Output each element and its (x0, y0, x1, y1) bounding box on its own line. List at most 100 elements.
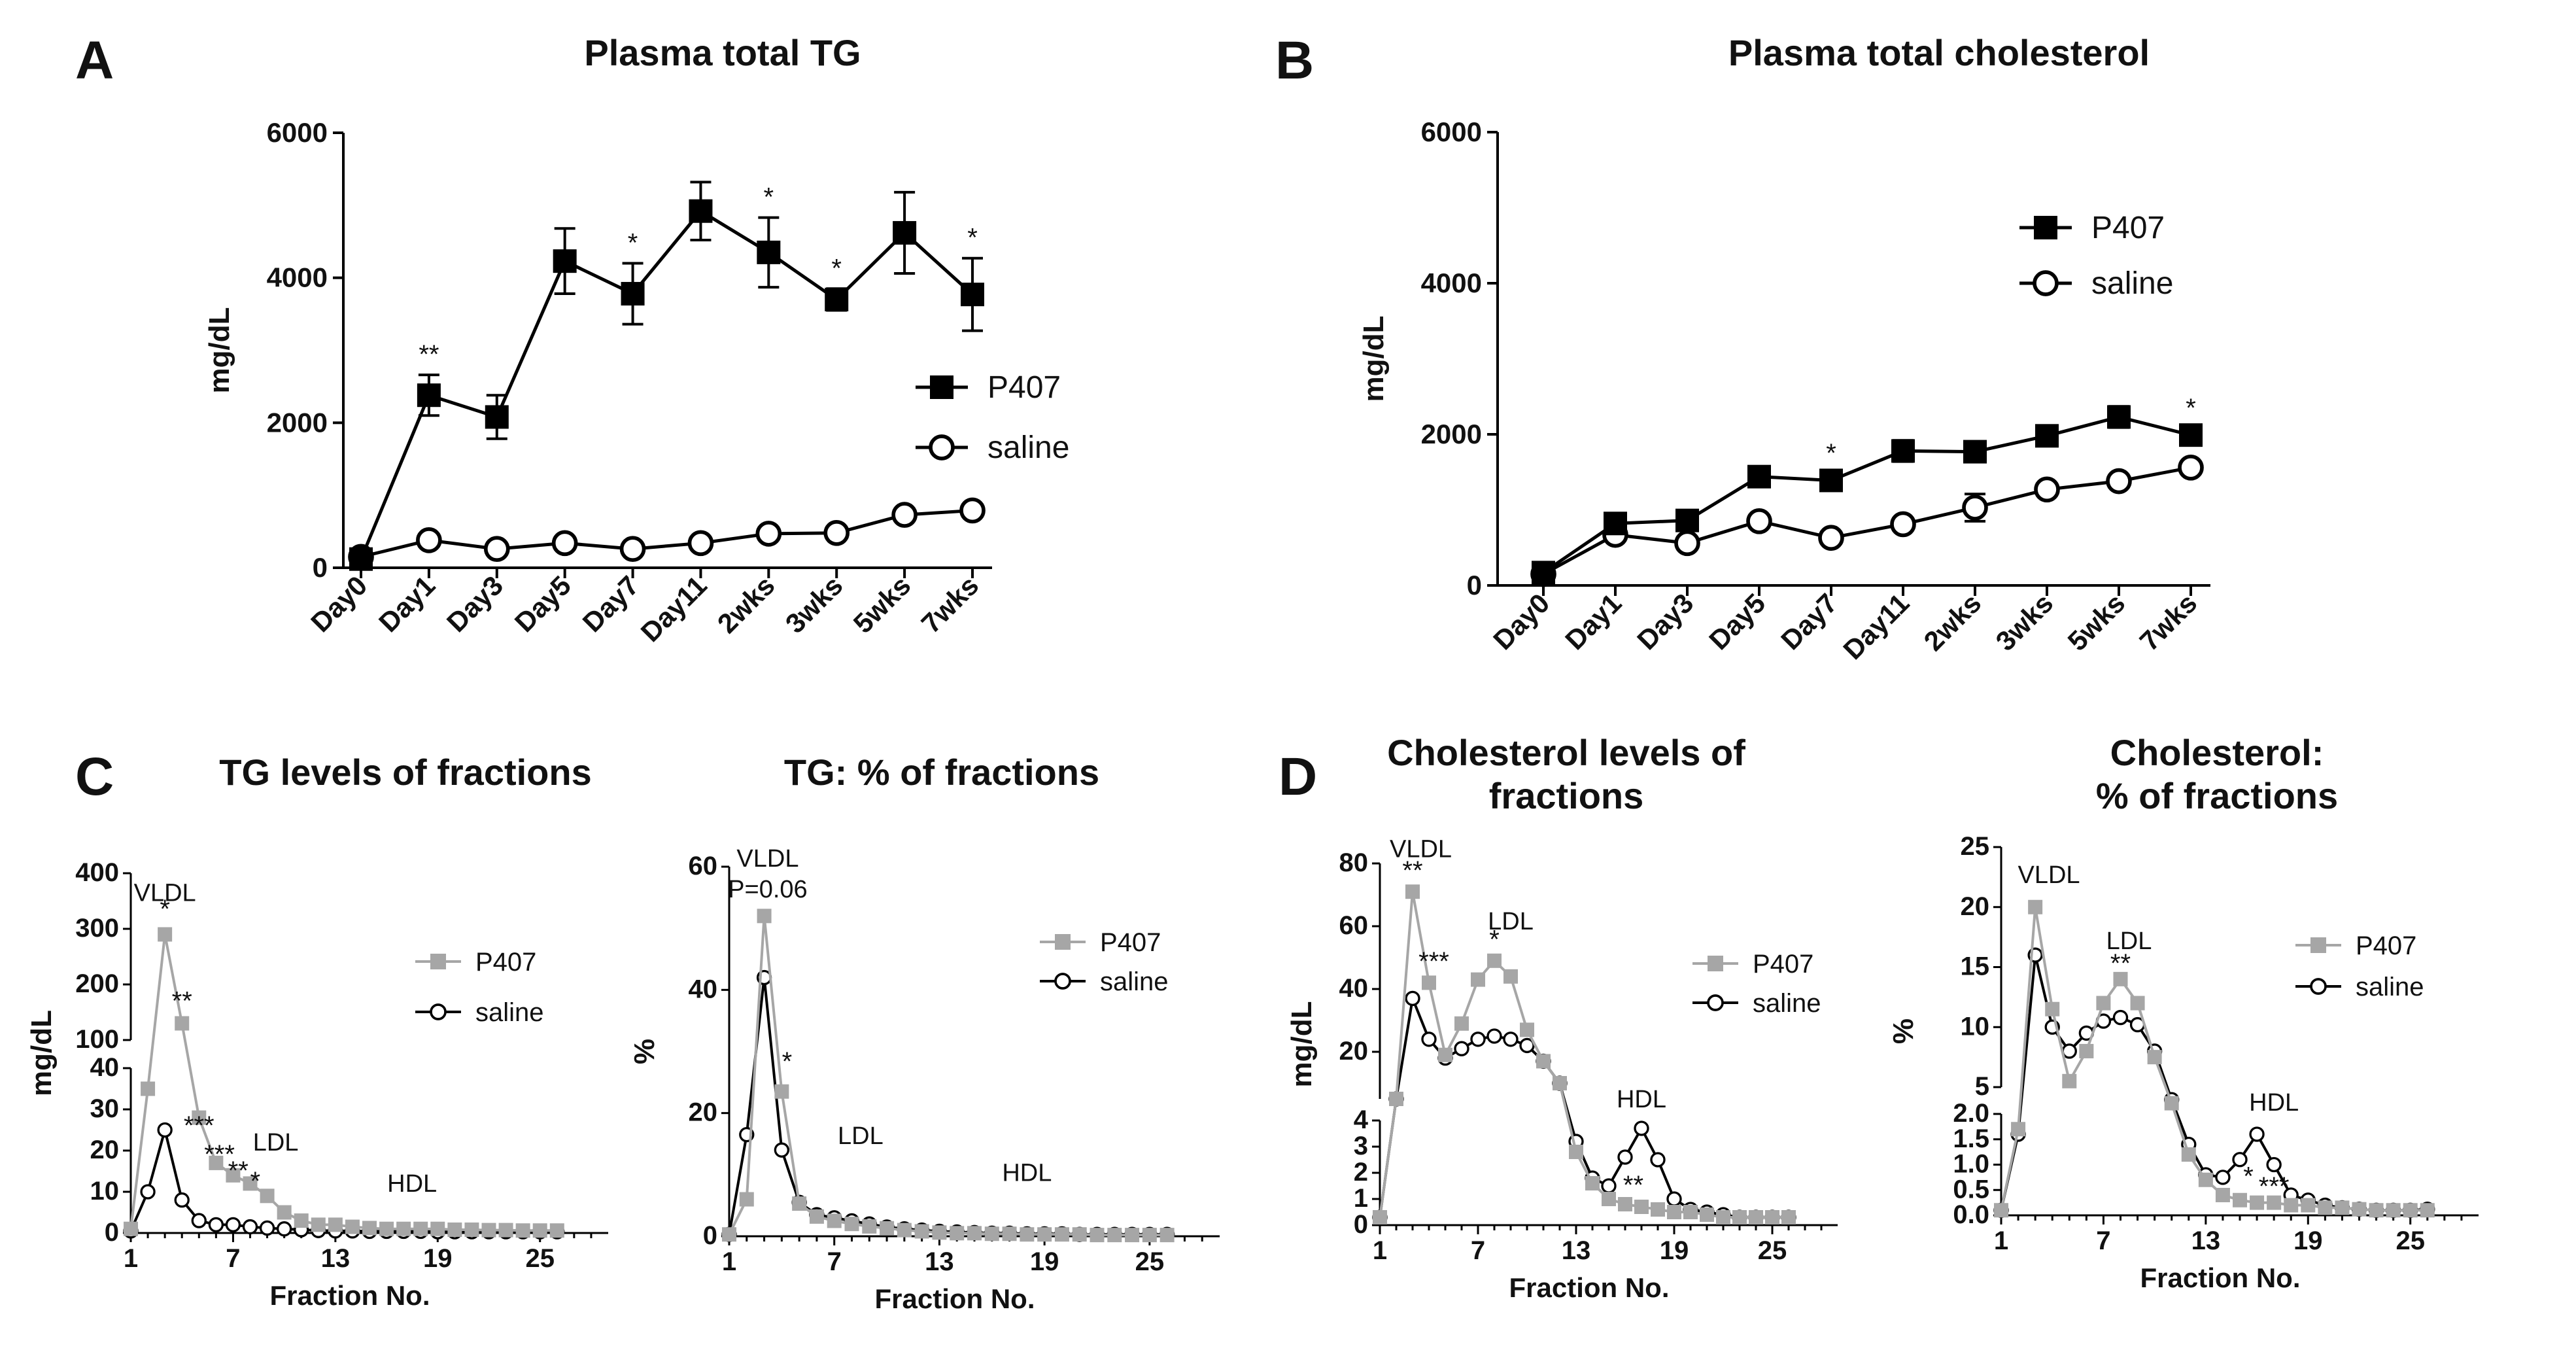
data-point-p407 (1520, 1022, 1534, 1037)
data-point-p407 (1054, 1227, 1069, 1242)
legend-marker (430, 1003, 447, 1020)
legend-label: saline (2091, 266, 2173, 301)
data-point-p407 (1651, 1202, 1665, 1217)
x-tick-label: 7wks (915, 570, 984, 639)
x-tick-label: 3wks (780, 570, 849, 639)
data-point-p407 (260, 1189, 275, 1204)
data-point-p407 (226, 1168, 241, 1183)
y-tick-label: 40 (90, 1053, 120, 1082)
data-point-p407 (498, 1223, 513, 1238)
significance-mark: * (1826, 439, 1836, 468)
legend-label: saline (987, 430, 1069, 465)
data-point-saline (1486, 1028, 1502, 1044)
legend-label: P407 (1753, 950, 1813, 979)
data-point-p407 (967, 1226, 982, 1241)
data-point-p407 (950, 1226, 965, 1241)
legend-marker (2034, 216, 2057, 239)
data-point-p407 (1569, 1145, 1583, 1159)
data-point-saline (823, 519, 850, 546)
y-tick-label: 1 (1354, 1184, 1368, 1213)
region-label: P=0.06 (728, 876, 808, 903)
legend-marker (1708, 956, 1723, 971)
region-label: LDL (2106, 928, 2152, 955)
data-point-p407 (1090, 1228, 1105, 1243)
series-line-saline (728, 977, 1167, 1236)
data-point-p407 (1159, 1228, 1175, 1243)
legend-marker (929, 434, 955, 460)
data-point-p407 (2035, 424, 2059, 448)
panel-letter-c: C (75, 747, 114, 807)
data-point-p407 (1675, 508, 1699, 532)
data-point-p407 (984, 1226, 999, 1241)
data-point-p407 (413, 1221, 428, 1236)
chart-title: Cholesterol levels of fractions (1387, 732, 1745, 816)
data-point-p407 (1438, 1047, 1452, 1062)
x-tick-label: 7wks (2133, 587, 2203, 657)
panel-letter-d: D (1279, 747, 1317, 807)
data-point-p407 (2062, 1073, 2077, 1088)
data-point-p407 (1072, 1227, 1087, 1242)
data-point-p407 (362, 1221, 377, 1236)
significance-mark: * (782, 1047, 793, 1076)
legend-label: saline (475, 998, 544, 1027)
x-tick-label: 5wks (848, 570, 917, 639)
data-point-saline (2112, 1009, 2129, 1026)
data-point-p407 (825, 287, 849, 311)
y-tick-label: 100 (75, 1025, 119, 1054)
data-point-p407 (243, 1176, 258, 1191)
data-point-p407 (880, 1221, 895, 1236)
y-tick-label: 10 (1961, 1012, 1990, 1041)
data-point-saline (259, 1220, 275, 1236)
x-tick-label: 7 (2096, 1226, 2110, 1255)
data-point-p407 (2179, 423, 2203, 447)
chart-title-line: Cholesterol: (2110, 732, 2324, 773)
legend-marker (2310, 937, 2326, 953)
chart-title: Plasma total cholesterol (1728, 32, 2150, 73)
data-point-p407 (2130, 996, 2145, 1011)
data-point-saline (2266, 1156, 2282, 1173)
data-point-p407 (2369, 1203, 2384, 1218)
data-point-p407 (809, 1209, 824, 1224)
x-tick-label: 25 (525, 1244, 555, 1273)
data-point-p407 (1716, 1210, 1730, 1224)
significance-mark: ** (172, 986, 192, 1015)
data-point-p407 (1405, 884, 1420, 899)
data-point-p407 (2028, 899, 2043, 914)
data-point-p407 (2198, 1172, 2213, 1187)
data-point-saline (174, 1192, 190, 1208)
data-point-p407 (532, 1223, 547, 1238)
data-point-p407 (2164, 1096, 2179, 1111)
data-point-p407 (1471, 972, 1485, 987)
y-tick-label: 20 (689, 1098, 718, 1127)
series-line-saline (360, 508, 973, 559)
x-axis-label: Fraction No. (874, 1283, 1035, 1314)
y-axis-label: mg/dL (26, 1010, 58, 1096)
x-tick-label: 7 (226, 1244, 240, 1273)
data-point-p407 (961, 283, 984, 307)
x-axis-label: Fraction No. (2140, 1262, 2300, 1293)
x-tick-label: 13 (925, 1247, 954, 1276)
region-label: HDL (1002, 1159, 1052, 1187)
data-point-p407 (1585, 1176, 1600, 1190)
data-point-p407 (774, 1084, 789, 1099)
significance-mark: *** (204, 1140, 235, 1169)
data-point-p407 (1667, 1205, 1681, 1219)
data-point-saline (191, 1213, 207, 1228)
legend-label: P407 (2091, 211, 2165, 245)
data-point-saline (2215, 1170, 2231, 1185)
data-point-p407 (311, 1217, 326, 1232)
chart-title: Cholesterol:% of fractions (2096, 732, 2338, 816)
x-tick-label: Day0 (1487, 587, 1555, 655)
significance-mark: * (2186, 394, 2196, 423)
data-point-p407 (897, 1223, 912, 1238)
data-point-saline (755, 521, 782, 547)
data-point-p407 (2147, 1050, 2162, 1065)
data-point-saline (1421, 1032, 1437, 1047)
y-tick-label: 5 (1975, 1072, 1989, 1101)
data-point-p407 (1963, 440, 1987, 464)
region-label: LDL (838, 1122, 884, 1150)
data-point-saline (959, 497, 986, 524)
data-point-saline (619, 536, 646, 563)
